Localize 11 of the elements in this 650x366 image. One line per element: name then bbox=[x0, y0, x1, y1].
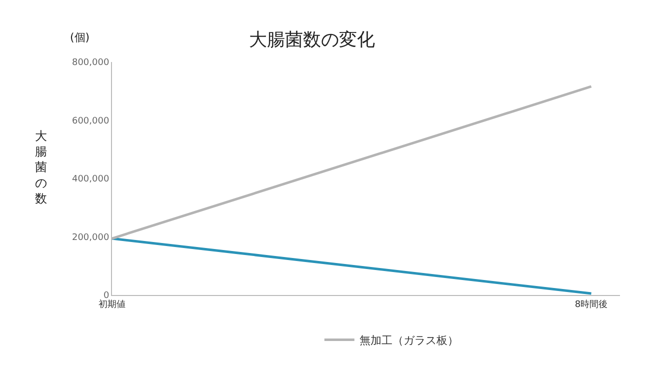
text: (個) bbox=[70, 31, 90, 44]
y-tick-label: 800,000 bbox=[72, 58, 110, 68]
y-tick-label: 200,000 bbox=[72, 232, 110, 243]
legend-label: 無加工（ガラス板） bbox=[359, 334, 458, 348]
y-tick-label: 600,000 bbox=[72, 116, 110, 126]
x-tick-label: 8時間後 bbox=[574, 298, 608, 310]
y-axis-title: 大腸菌の数 bbox=[35, 129, 47, 206]
y-tick-label: 400,000 bbox=[72, 174, 110, 185]
chart-title: 大腸菌数の変化 bbox=[249, 30, 375, 51]
y-tick-label: 0 bbox=[103, 291, 110, 302]
x-tick-label: 初期値 bbox=[98, 298, 126, 310]
